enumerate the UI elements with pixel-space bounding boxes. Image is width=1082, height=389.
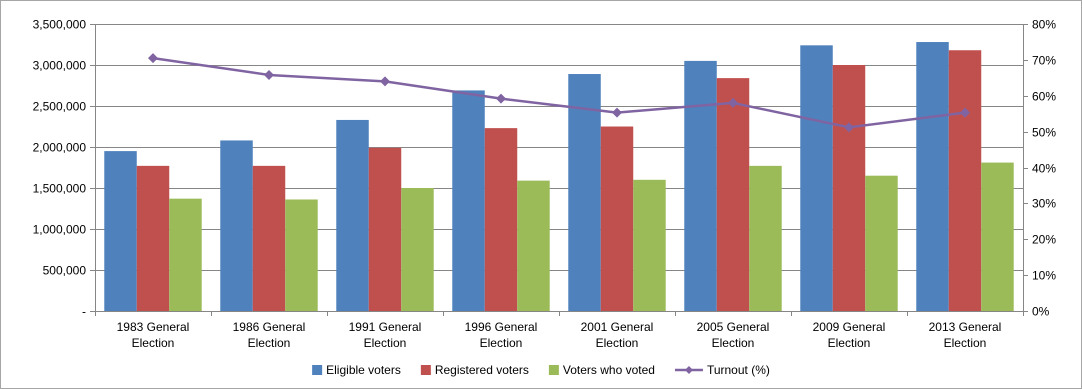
legend-item-eligible-voters: Eligible voters xyxy=(312,363,401,377)
bar-voters-who-voted xyxy=(285,199,318,311)
bar-eligible-voters xyxy=(684,60,717,312)
bar-registered-voters xyxy=(832,65,866,311)
bar-voters-who-voted xyxy=(749,165,782,311)
turnout-point xyxy=(960,107,970,118)
category-labels: 1983 General Election 1986 General Election… xyxy=(117,320,1002,350)
bar-voters-who-voted xyxy=(981,162,1014,311)
category-label: 2013 General Election xyxy=(929,320,1002,350)
legend-swatch xyxy=(312,365,323,375)
right-tick-label: 50% xyxy=(1032,126,1056,140)
legend-label: Turnout (%) xyxy=(707,363,770,377)
left-tick-label: 500,000 xyxy=(43,264,87,278)
bar-eligible-voters xyxy=(568,74,601,312)
right-tick-label: 0% xyxy=(1032,305,1050,319)
category-label: 2005 General Election xyxy=(697,320,770,350)
right-tick-label: 70% xyxy=(1032,54,1056,68)
bar-registered-voters xyxy=(716,78,750,312)
bars xyxy=(104,42,1014,312)
turnout-point xyxy=(844,122,854,133)
bar-eligible-voters xyxy=(336,119,369,311)
right-tick-label: 30% xyxy=(1032,197,1056,211)
bar-registered-voters xyxy=(368,147,402,311)
left-axis-ticks: - 500,000 1,000,000 1,500,000 2,000,000 2,500… xyxy=(33,18,87,319)
bar-registered-voters xyxy=(948,50,982,312)
turnout-point xyxy=(496,93,506,104)
bar-voters-who-voted xyxy=(517,180,550,311)
turnout-series-line xyxy=(152,56,966,129)
bar-voters-who-voted xyxy=(633,179,666,311)
legend-label: Voters who voted xyxy=(563,363,655,377)
bar-voters-who-voted xyxy=(865,175,898,311)
left-tick-label: 1,500,000 xyxy=(33,182,87,196)
bar-eligible-voters xyxy=(220,140,253,311)
category-label: 2001 General Election xyxy=(581,320,654,350)
left-tick-label: 3,000,000 xyxy=(33,59,87,73)
legend: Eligible voters Registered voters Voters w… xyxy=(312,363,770,377)
left-tick-label: - xyxy=(82,305,86,319)
turnout-point xyxy=(380,76,390,87)
left-tick-label: 3,500,000 xyxy=(33,18,87,32)
turnout-point xyxy=(612,107,622,118)
bar-registered-voters xyxy=(484,128,518,311)
legend-item-voters-who-voted: Voters who voted xyxy=(548,363,655,377)
right-tick-label: 20% xyxy=(1032,233,1056,247)
right-tick-label: 10% xyxy=(1032,269,1056,283)
category-label: 1986 General Election xyxy=(233,320,306,350)
left-tick-label: 2,500,000 xyxy=(33,100,87,114)
turnout-line xyxy=(148,53,970,133)
bar-eligible-voters xyxy=(452,90,485,311)
legend-item-turnout: Turnout (%) xyxy=(674,363,770,377)
bar-eligible-voters xyxy=(800,45,833,311)
legend-swatch xyxy=(548,365,559,375)
bar-registered-voters xyxy=(252,165,286,311)
axes xyxy=(90,24,1028,316)
right-tick-label: 40% xyxy=(1032,162,1056,176)
legend-item-registered-voters: Registered voters xyxy=(420,363,529,377)
category-label: 1983 General Election xyxy=(117,320,190,350)
right-axis-ticks: 0% 10% 20% 30% 40% 50% 60% 70% 80% xyxy=(1032,18,1056,319)
right-tick-label: 80% xyxy=(1032,18,1056,32)
turnout-point xyxy=(148,53,158,64)
right-tick-label: 60% xyxy=(1032,90,1056,104)
turnout-point xyxy=(728,97,738,108)
legend-label: Registered voters xyxy=(435,363,529,377)
category-label: 1996 General Election xyxy=(465,320,538,350)
left-tick-label: 1,000,000 xyxy=(33,223,87,237)
legend-label: Eligible voters xyxy=(326,363,401,377)
category-label: 2009 General Election xyxy=(813,320,886,350)
bar-eligible-voters xyxy=(104,151,137,311)
bar-voters-who-voted xyxy=(401,188,434,311)
bar-registered-voters xyxy=(600,126,634,311)
legend-swatch xyxy=(420,365,431,375)
legend-marker xyxy=(684,366,693,374)
bar-registered-voters xyxy=(136,165,170,311)
bar-eligible-voters xyxy=(916,42,949,311)
left-tick-label: 2,000,000 xyxy=(33,141,87,155)
turnout-point xyxy=(264,69,274,80)
category-label: 1991 General Election xyxy=(349,320,422,350)
bar-voters-who-voted xyxy=(169,198,202,311)
